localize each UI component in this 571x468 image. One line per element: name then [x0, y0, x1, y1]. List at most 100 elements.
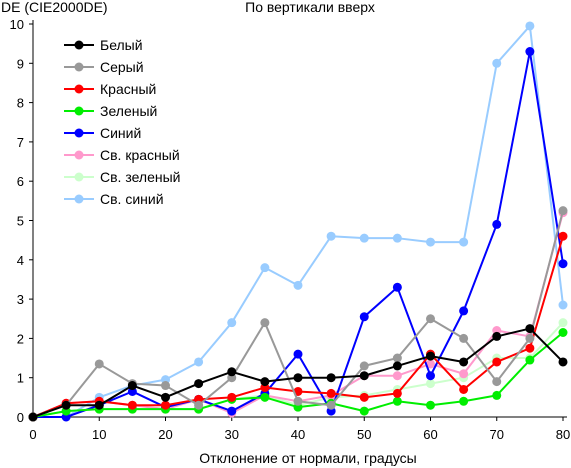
legend-swatch-marker	[74, 128, 84, 138]
legend: Белый Серый Красный Зеленый Синий Св. красный…	[64, 37, 180, 207]
y-tick-label: 7	[17, 135, 24, 150]
data-point	[525, 324, 535, 334]
data-point	[558, 300, 568, 310]
legend-item: Зеленый	[64, 103, 157, 119]
data-point	[94, 359, 104, 369]
data-point	[94, 400, 104, 410]
data-point	[127, 381, 137, 391]
legend-swatch-marker	[74, 84, 84, 94]
legend-item: Красный	[64, 81, 156, 97]
x-tick-label: 50	[357, 427, 371, 442]
data-point	[492, 58, 502, 68]
data-point	[492, 219, 502, 229]
y-tick-label: 9	[17, 56, 24, 71]
x-tick-label: 30	[225, 427, 239, 442]
data-point	[127, 400, 137, 410]
legend-label: Св. зеленый	[100, 169, 180, 185]
x-tick-label: 60	[423, 427, 437, 442]
data-point	[426, 400, 435, 410]
data-point	[359, 392, 369, 402]
legend-label: Зеленый	[100, 103, 157, 119]
data-point	[426, 371, 435, 381]
x-tick-label: 80	[556, 427, 570, 442]
data-point	[326, 388, 336, 398]
legend-swatch-marker	[74, 150, 84, 160]
legend-label: Красный	[100, 81, 156, 97]
x-axis-title: Отклонение от нормали, градусы	[199, 450, 416, 466]
y-tick-label: 6	[17, 174, 24, 189]
x-axis: 0 10 20 30 40 50 60 70 80	[29, 416, 570, 442]
data-point	[492, 377, 502, 387]
data-point	[525, 355, 535, 365]
y-tick-label: 0	[17, 410, 24, 425]
y-tick-label: 5	[17, 214, 24, 229]
data-point	[227, 367, 237, 377]
data-point	[558, 318, 568, 328]
data-point	[61, 400, 71, 410]
data-point	[459, 237, 469, 247]
data-point	[392, 282, 402, 292]
data-point	[227, 392, 237, 402]
series-layer	[28, 21, 568, 422]
x-tick-label: 10	[92, 427, 106, 442]
data-point	[326, 231, 336, 241]
legend-label: Серый	[100, 59, 144, 75]
data-point	[326, 373, 336, 383]
data-point	[459, 306, 469, 316]
data-point	[558, 259, 568, 269]
data-point	[227, 318, 237, 328]
legend-swatch-marker	[74, 62, 84, 72]
legend-item: Синий	[64, 125, 141, 141]
data-point	[293, 396, 303, 406]
data-point	[392, 353, 402, 363]
data-point	[359, 406, 369, 416]
series-line	[32, 212, 564, 418]
data-point	[558, 231, 568, 241]
data-point	[459, 396, 469, 406]
x-tick-label: 0	[29, 427, 36, 442]
data-point	[392, 233, 402, 243]
y-tick-label: 4	[17, 253, 24, 268]
data-point	[525, 333, 535, 343]
data-point	[392, 388, 402, 398]
y-tick-label: 10	[10, 17, 24, 32]
data-point	[392, 361, 402, 371]
data-point	[293, 349, 303, 359]
data-point	[525, 343, 535, 353]
y-tick-label: 3	[17, 292, 24, 307]
data-point	[161, 392, 170, 402]
data-point	[359, 361, 369, 371]
data-point	[260, 263, 270, 273]
series-line	[32, 210, 564, 418]
data-point	[293, 280, 303, 290]
data-point	[492, 331, 502, 341]
legend-item: Серый	[64, 59, 144, 75]
data-point	[426, 351, 435, 361]
series-1	[28, 324, 568, 422]
data-point	[459, 384, 469, 394]
data-point	[426, 379, 435, 389]
legend-swatch-marker	[74, 40, 84, 50]
data-point	[525, 21, 535, 31]
legend-item: Св. синий	[64, 191, 164, 207]
data-point	[194, 379, 204, 389]
x-tick-label: 40	[291, 427, 305, 442]
data-point	[359, 233, 369, 243]
legend-label: Белый	[100, 37, 143, 53]
data-point	[558, 206, 568, 216]
legend-item: Белый	[64, 37, 143, 53]
data-point	[359, 371, 369, 381]
data-point	[426, 314, 435, 324]
data-point	[426, 359, 435, 369]
data-point	[194, 357, 204, 367]
x-tick-label: 70	[490, 427, 504, 442]
legend-swatch-marker	[74, 106, 84, 116]
y-axis-title: DE (CIE2000DE)	[1, 0, 108, 15]
legend-swatch-marker	[74, 194, 84, 204]
y-tick-label: 8	[17, 96, 24, 111]
legend-label: Синий	[100, 125, 141, 141]
data-point	[459, 333, 469, 343]
data-point	[260, 377, 270, 387]
data-point	[161, 400, 170, 410]
